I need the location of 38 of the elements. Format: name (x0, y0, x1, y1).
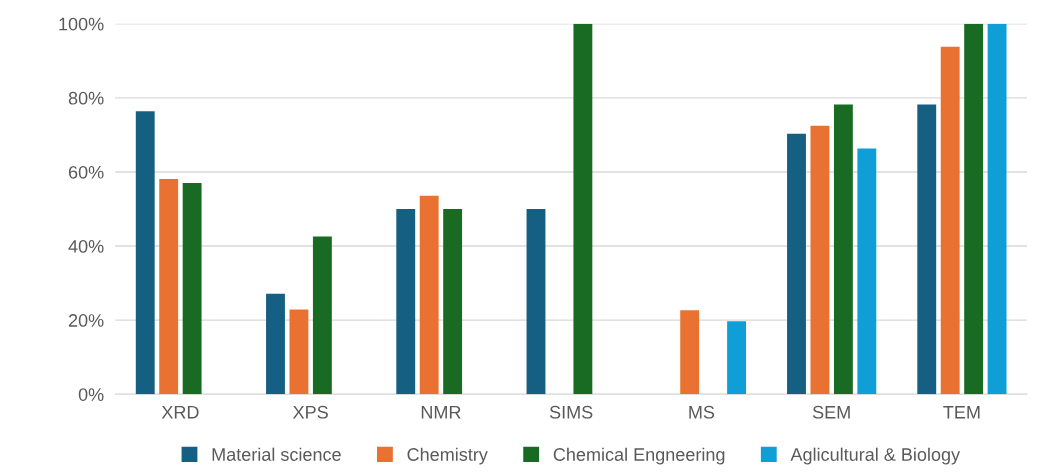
y-tick-label: 0% (78, 388, 104, 401)
y-tick-label: 80% (68, 91, 104, 105)
bar (526, 209, 546, 395)
x-tick-label: MS (689, 405, 715, 419)
x-tick-label: XRD (161, 406, 199, 419)
x-tick-label: TEM (943, 406, 980, 419)
bar (787, 133, 806, 395)
bar (289, 309, 309, 395)
bar (396, 209, 416, 395)
legend-label: Aglicultural & Biology (790, 447, 961, 465)
legend-label: Chemical Engneering (553, 447, 725, 465)
x-tick-label: XPS (293, 405, 328, 419)
bar (680, 310, 700, 395)
bar (727, 321, 747, 395)
y-tick-label: 60% (68, 165, 104, 179)
bar (917, 104, 937, 395)
bar (573, 23, 593, 395)
legend-label: Chemistry (407, 447, 488, 465)
bar (940, 46, 960, 395)
bar (443, 209, 463, 395)
legend-label: Material science (212, 447, 341, 461)
x-tick-label: SEM (812, 405, 850, 419)
bar (857, 148, 877, 395)
x-tick-label: SIMS (549, 405, 593, 419)
bar (135, 111, 155, 395)
bar (266, 293, 285, 395)
bar (987, 23, 1007, 395)
y-tick-label: 100% (59, 17, 104, 31)
bar (312, 236, 332, 395)
bar (182, 183, 202, 395)
bar (810, 125, 830, 395)
bar (833, 104, 853, 395)
bar (964, 23, 984, 395)
x-tick-label: NMR (421, 406, 461, 419)
y-tick-label: 20% (68, 314, 104, 327)
bar (419, 195, 439, 395)
y-tick-label: 40% (68, 239, 104, 253)
bar (159, 178, 179, 395)
